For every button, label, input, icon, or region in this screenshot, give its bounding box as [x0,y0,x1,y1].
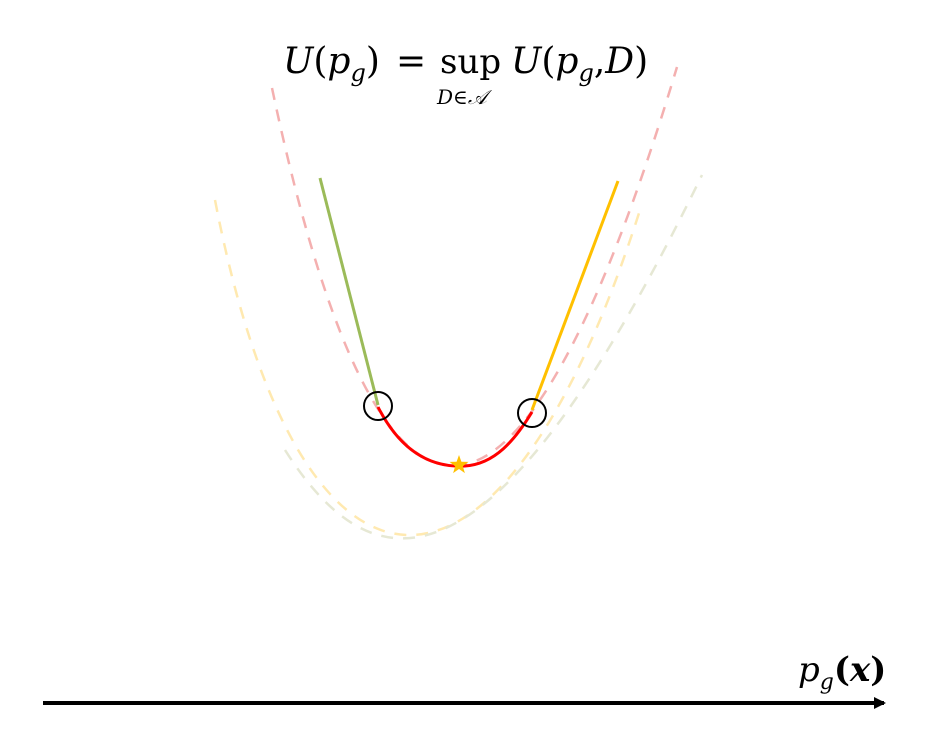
formula: U(pg) = sup D∈𝒜 U(pg,D) [283,41,648,109]
orange-curve-segment [530,180,620,411]
pink-dashed-parabola [270,66,679,467]
minimum-star-icon [449,455,469,474]
beige-dashed-parabola [283,174,704,540]
svg-text:U(pg,D): U(pg,D) [511,41,648,87]
sup-operator: sup [440,42,501,82]
x-axis-label: pg(x) [798,650,886,695]
right-intersection-circle [517,398,547,428]
svg-text:D∈𝒜: D∈𝒜 [436,85,493,109]
svg-text:U(pg): U(pg) [283,41,380,87]
svg-text:=: = [396,41,426,82]
left-intersection-circle [363,391,393,421]
red-sup-curve [376,406,534,468]
green-curve-segment [318,177,380,406]
yellow-dashed-parabola [213,199,642,537]
